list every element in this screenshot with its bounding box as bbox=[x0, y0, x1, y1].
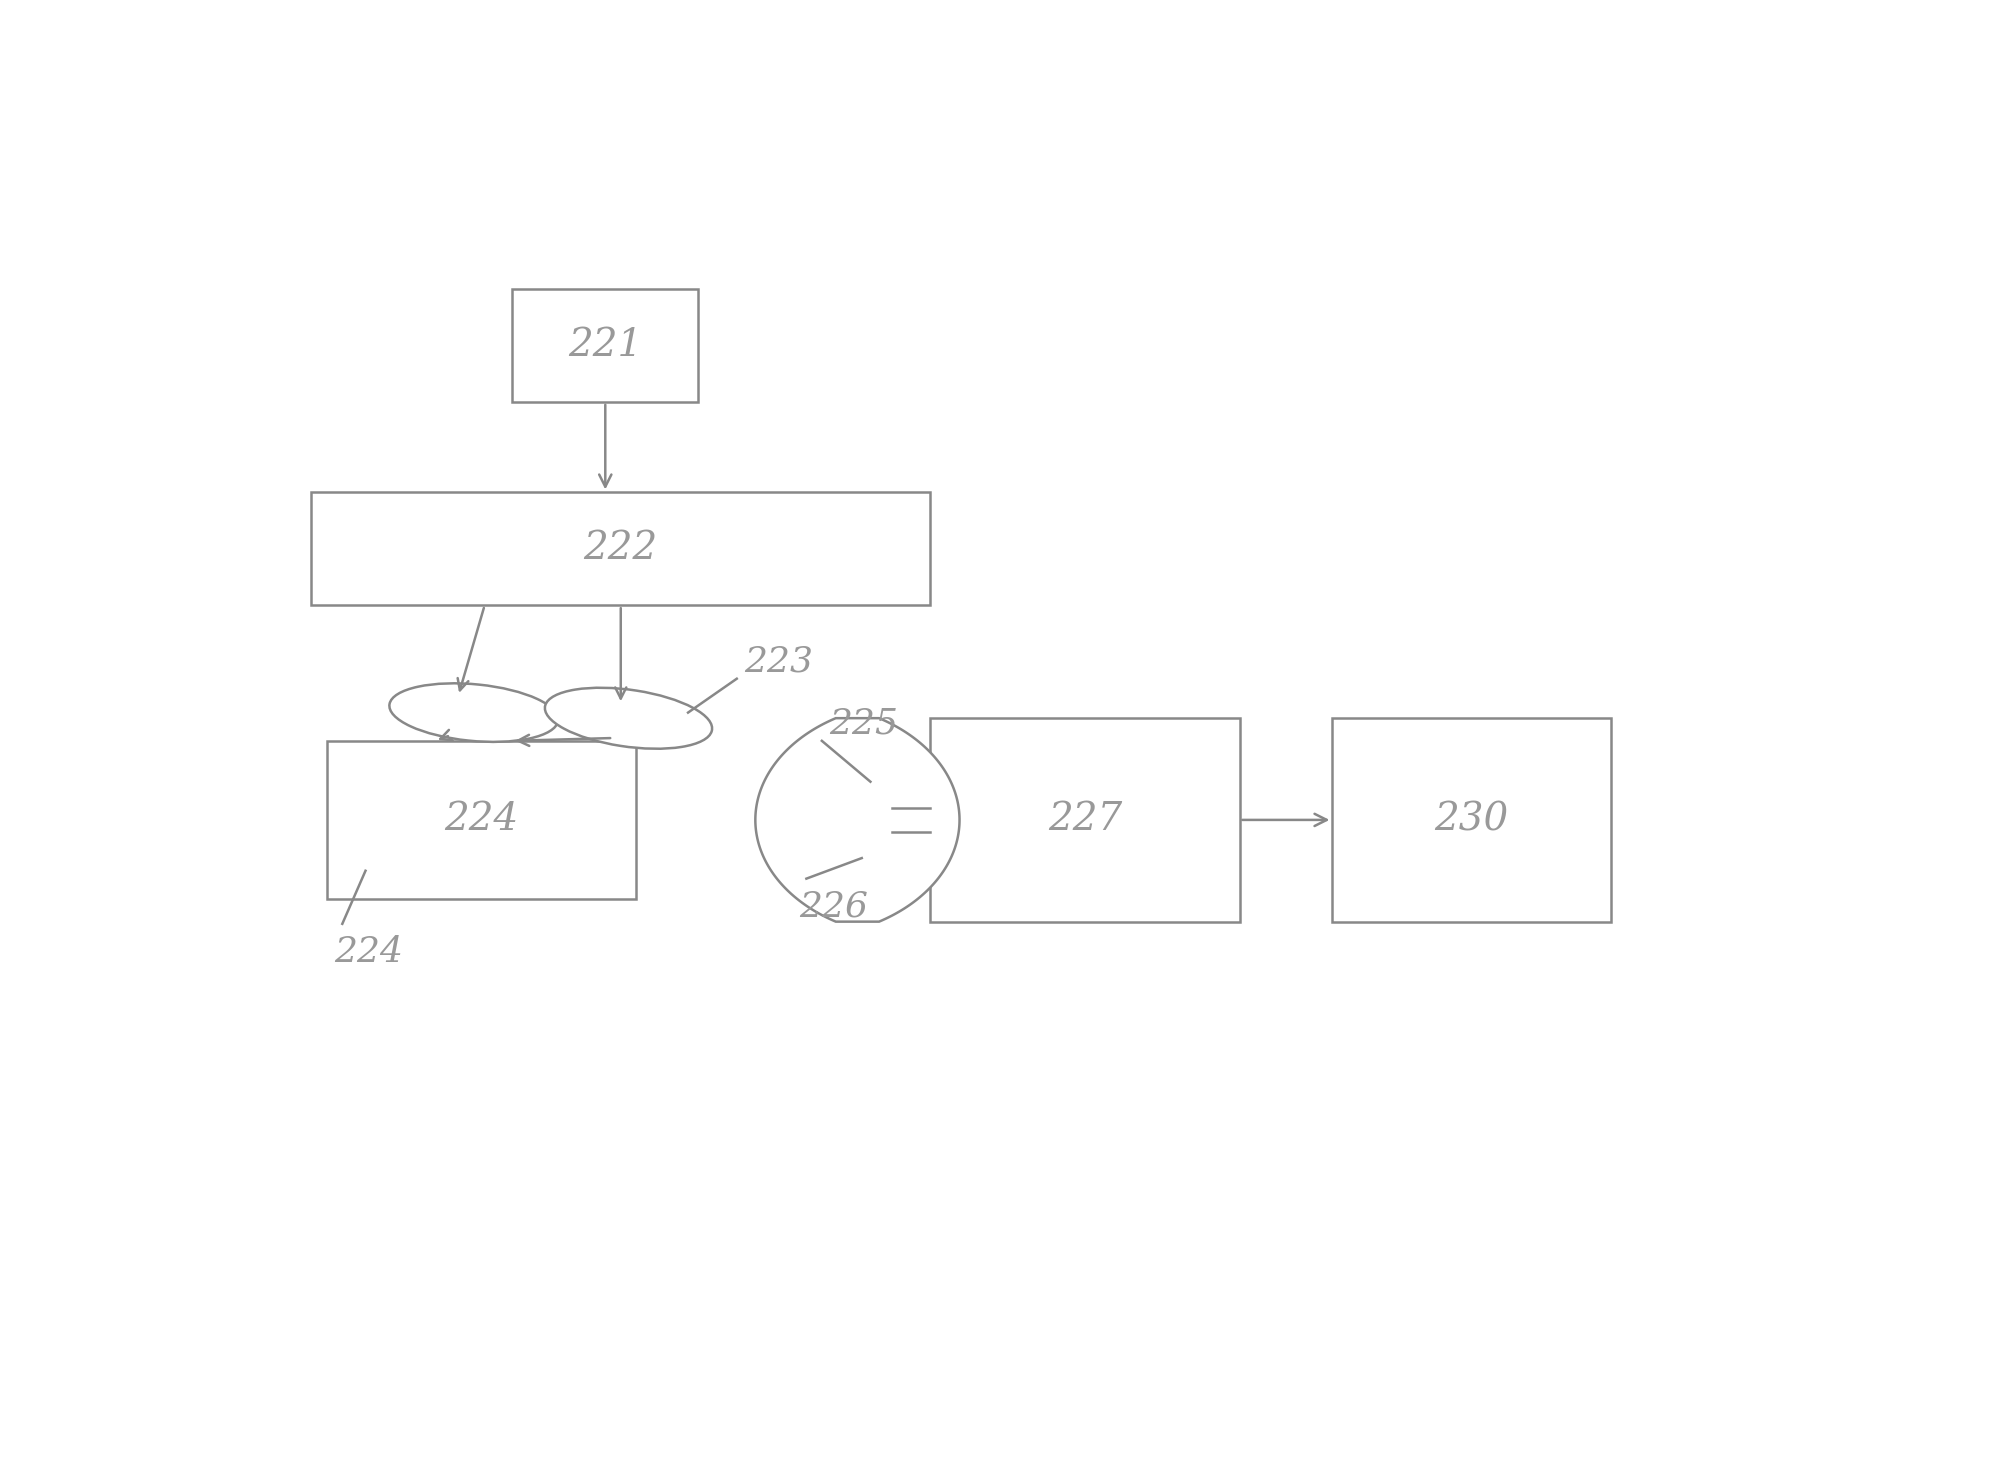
Text: 223: 223 bbox=[745, 644, 814, 679]
Text: 222: 222 bbox=[583, 530, 659, 568]
Text: 226: 226 bbox=[798, 890, 868, 924]
Bar bbox=[930, 719, 1240, 921]
Ellipse shape bbox=[545, 688, 713, 748]
Text: 225: 225 bbox=[830, 707, 898, 741]
Bar bbox=[513, 289, 699, 402]
Bar bbox=[311, 493, 930, 606]
Bar bbox=[1331, 719, 1611, 921]
Text: 224: 224 bbox=[445, 801, 519, 839]
Text: 230: 230 bbox=[1435, 801, 1509, 839]
Text: 221: 221 bbox=[569, 327, 643, 364]
Bar bbox=[327, 741, 637, 899]
Ellipse shape bbox=[389, 684, 559, 742]
Polygon shape bbox=[754, 719, 960, 921]
Text: 227: 227 bbox=[1048, 801, 1122, 839]
Text: 224: 224 bbox=[335, 934, 403, 970]
